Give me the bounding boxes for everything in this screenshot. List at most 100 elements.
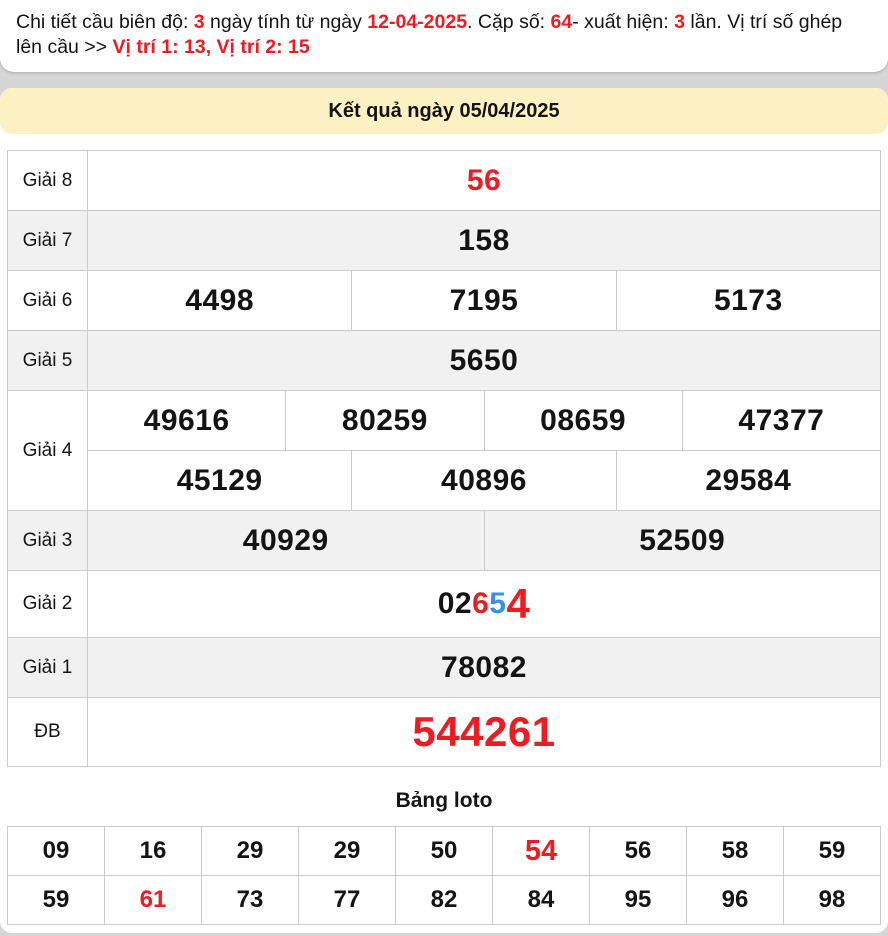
number-segment: 4498 — [185, 283, 255, 317]
prize-row: Giải 7 158 — [8, 211, 880, 271]
prize-label: ĐB — [8, 698, 88, 766]
loto-cell: 50 — [396, 827, 493, 875]
prize-content: 544261 — [88, 698, 880, 766]
number-segment: 95 — [624, 886, 652, 913]
prize-subrow: 158 — [88, 211, 880, 270]
loto-table: 09 16 29 29 50 54 56 58 59 59 61 73 77 82 84 95 96 98 — [7, 826, 881, 925]
number-segment: 544261 — [412, 708, 556, 755]
number-segment: 58 — [721, 837, 749, 864]
loto-cell: 29 — [299, 827, 396, 875]
prize-number-cell: 78082 — [88, 638, 880, 697]
header-text-segment: Chi tiết cầu biên độ: — [16, 11, 194, 33]
header-text-segment: ngày tính từ ngày — [204, 11, 368, 33]
prize-label: Giải 3 — [8, 511, 88, 570]
prize-number-cell: 4498 — [88, 271, 353, 330]
number-segment: 56 — [466, 163, 502, 197]
number-segment: 73 — [236, 886, 264, 913]
prize-subrow: 5650 — [88, 331, 880, 390]
header-text-segment: lần. Vị trí số ghép lên cầu >> — [16, 11, 843, 58]
loto-cell: 16 — [105, 827, 202, 875]
number-segment: 47377 — [738, 403, 825, 437]
number-segment: 77 — [333, 886, 361, 913]
number-segment: 6 — [472, 587, 490, 620]
prize-number-cell: 5173 — [617, 271, 880, 330]
loto-cell: 56 — [590, 827, 687, 875]
number-segment: 16 — [139, 837, 167, 864]
number-segment: 4 — [506, 580, 531, 627]
prize-content: 78082 — [88, 638, 880, 697]
prize-subrow: 45129 40896 29584 — [88, 451, 880, 510]
header-text: Chi tiết cầu biên độ: 3 ngày tính từ ngà… — [16, 11, 842, 58]
cau-detail-header: Chi tiết cầu biên độ: 3 ngày tính từ ngà… — [0, 0, 888, 72]
header-text-segment: Vị trí 1: 13, Vị trí 2: 15 — [112, 36, 310, 58]
number-segment: 82 — [430, 886, 458, 913]
loto-cell: 77 — [299, 876, 396, 924]
prize-results-table: Giải 8 56 Giải 7 158 Giải 6 4498 7195 5173 Giải … — [7, 150, 881, 767]
loto-cell: 61 — [105, 876, 202, 924]
loto-cell: 54 — [493, 827, 590, 875]
number-segment: 09 — [42, 837, 70, 864]
prize-number-cell: 52509 — [485, 511, 881, 570]
number-segment: 78082 — [441, 650, 527, 684]
prize-subrow: 49616 80259 08659 47377 — [88, 391, 880, 451]
prize-label: Giải 4 — [8, 391, 88, 510]
loto-cell: 96 — [687, 876, 784, 924]
prize-number-cell: 02 6 5 4 — [88, 571, 880, 637]
loto-cell: 95 — [590, 876, 687, 924]
loto-row: 59 61 73 77 82 84 95 96 98 — [8, 876, 880, 924]
loto-cell: 59 — [784, 827, 880, 875]
prize-content: 49616 80259 08659 47377 45129 40896 29584 — [88, 391, 880, 510]
prize-row: Giải 6 4498 7195 5173 — [8, 271, 880, 331]
prize-number-cell: 40929 — [88, 511, 485, 570]
number-segment: 02 — [437, 587, 473, 620]
prize-number-cell: 5650 — [88, 331, 880, 390]
loto-cell: 98 — [784, 876, 880, 924]
loto-row: 09 16 29 29 50 54 56 58 59 — [8, 827, 880, 876]
number-segment: 61 — [139, 886, 167, 913]
number-segment: 96 — [721, 886, 749, 913]
header-text-segment: . Cặp số: — [467, 11, 551, 33]
number-segment: 29 — [236, 837, 264, 864]
prize-number-cell: 08659 — [485, 391, 683, 450]
prize-subrow: 78082 — [88, 638, 880, 697]
number-segment: 29584 — [705, 463, 792, 497]
number-segment: 49616 — [143, 403, 230, 437]
prize-subrow: 56 — [88, 151, 880, 210]
prize-number-cell: 56 — [88, 151, 880, 210]
number-segment: 7195 — [449, 283, 519, 317]
prize-label: Giải 2 — [8, 571, 88, 637]
number-segment: 29 — [333, 837, 361, 864]
number-segment: 08659 — [540, 403, 627, 437]
prize-subrow: 4498 7195 5173 — [88, 271, 880, 330]
prize-row: Giải 2 02 6 5 4 — [8, 571, 880, 638]
prize-number-cell: 29584 — [617, 451, 880, 510]
prize-content: 4498 7195 5173 — [88, 271, 880, 330]
prize-label: Giải 1 — [8, 638, 88, 697]
header-text-segment: 12-04-2025 — [367, 11, 468, 33]
prize-subrow: 40929 52509 — [88, 511, 880, 570]
number-segment: 40896 — [441, 463, 527, 497]
prize-number-cell: 158 — [88, 211, 880, 270]
number-segment: 50 — [430, 837, 458, 864]
prize-number-cell: 80259 — [286, 391, 485, 450]
number-segment: 40929 — [242, 523, 329, 557]
number-segment: 59 — [818, 837, 846, 864]
number-segment: 5650 — [449, 343, 519, 377]
prize-row: Giải 1 78082 — [8, 638, 880, 698]
prize-row: Giải 5 5650 — [8, 331, 880, 391]
number-segment: 98 — [818, 886, 846, 913]
prize-label: Giải 5 — [8, 331, 88, 390]
loto-title: Bảng loto — [395, 789, 493, 812]
prize-number-cell: 45129 — [88, 451, 353, 510]
header-text-segment: - xuất hiện: — [572, 11, 675, 33]
prize-row: Giải 3 40929 52509 — [8, 511, 880, 571]
prize-row: Giải 8 56 — [8, 151, 880, 211]
loto-cell: 84 — [493, 876, 590, 924]
prize-label: Giải 8 — [8, 151, 88, 210]
number-segment: 84 — [527, 886, 555, 913]
loto-cell: 09 — [8, 827, 105, 875]
prize-number-cell: 544261 — [88, 698, 880, 766]
loto-cell: 82 — [396, 876, 493, 924]
prize-content: 56 — [88, 151, 880, 210]
